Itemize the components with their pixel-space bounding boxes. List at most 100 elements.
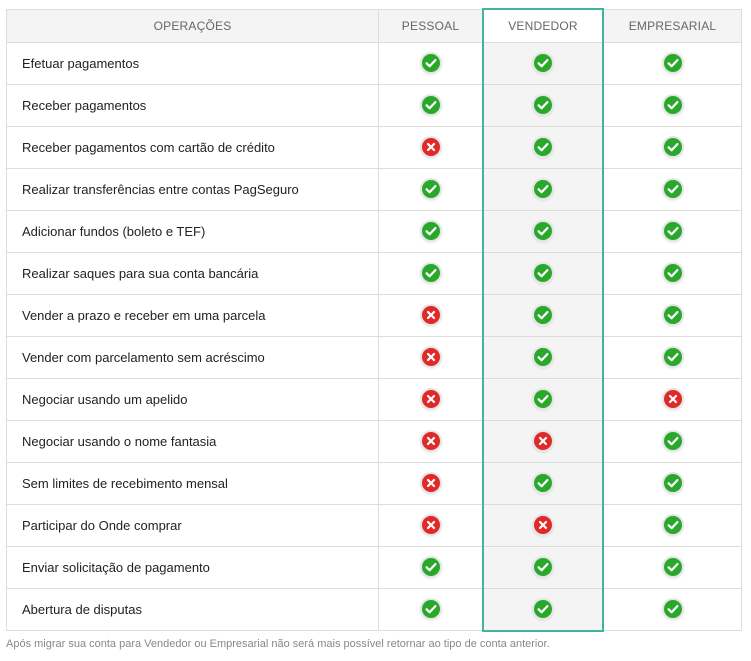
table-row: Negociar usando um apelido — [6, 378, 742, 421]
cell-vendedor — [482, 378, 604, 421]
check-icon — [663, 96, 682, 115]
cell-pessoal — [378, 588, 483, 631]
check-icon — [534, 222, 552, 241]
check-icon — [534, 474, 552, 493]
check-icon — [421, 558, 440, 577]
check-icon — [534, 306, 552, 325]
cell-empresarial — [603, 336, 742, 379]
table-row: Realizar saques para sua conta bancária — [6, 252, 742, 295]
table-row: Participar do Onde comprar — [6, 504, 742, 547]
cell-empresarial — [603, 42, 742, 85]
cell-vendedor — [482, 252, 604, 295]
table-row: Adicionar fundos (boleto e TEF) — [6, 210, 742, 253]
cell-vendedor — [482, 126, 604, 169]
cell-vendedor — [482, 210, 604, 253]
cell-empresarial — [603, 546, 742, 589]
cell-empresarial — [603, 168, 742, 211]
check-icon — [663, 348, 682, 367]
cell-pessoal — [378, 168, 483, 211]
table-row: Abertura de disputas — [6, 588, 742, 631]
cell-empresarial — [603, 84, 742, 127]
check-icon — [534, 558, 552, 577]
operation-label: Sem limites de recebimento mensal — [6, 462, 379, 505]
table-row: Vender com parcelamento sem acréscimo — [6, 336, 742, 379]
check-icon — [663, 558, 682, 577]
table-row: Realizar transferências entre contas Pag… — [6, 168, 742, 211]
table-body: Efetuar pagamentos Receber pagamentos Rece… — [6, 42, 742, 631]
operation-label: Efetuar pagamentos — [6, 42, 379, 85]
check-icon — [534, 348, 552, 367]
check-icon — [663, 222, 682, 241]
check-icon — [663, 138, 682, 157]
cell-pessoal — [378, 42, 483, 85]
cell-pessoal — [378, 462, 483, 505]
check-icon — [421, 222, 440, 241]
check-icon — [663, 474, 682, 493]
operation-label: Vender com parcelamento sem acréscimo — [6, 336, 379, 379]
check-icon — [663, 180, 682, 199]
table-header-row: OPERAÇÕES PESSOAL VENDEDOR EMPRESARIAL — [6, 9, 742, 43]
cross-icon — [663, 390, 682, 409]
table-row: Receber pagamentos — [6, 84, 742, 127]
header-business: EMPRESARIAL — [603, 9, 742, 43]
header-operations: OPERAÇÕES — [6, 9, 379, 43]
check-icon — [663, 432, 682, 451]
check-icon — [421, 96, 440, 115]
cross-icon — [421, 348, 440, 367]
cell-empresarial — [603, 378, 742, 421]
operation-label: Receber pagamentos com cartão de crédito — [6, 126, 379, 169]
table-row: Negociar usando o nome fantasia — [6, 420, 742, 463]
table-row: Sem limites de recebimento mensal — [6, 462, 742, 505]
cross-icon — [421, 138, 440, 157]
cell-empresarial — [603, 462, 742, 505]
cell-vendedor — [482, 336, 604, 379]
operation-label: Negociar usando o nome fantasia — [6, 420, 379, 463]
cell-pessoal — [378, 420, 483, 463]
check-icon — [421, 180, 440, 199]
cross-icon — [421, 306, 440, 325]
cell-pessoal — [378, 252, 483, 295]
cell-vendedor — [482, 168, 604, 211]
check-icon — [421, 54, 440, 73]
operation-label: Vender a prazo e receber em uma parcela — [6, 294, 379, 337]
cross-icon — [421, 516, 440, 535]
check-icon — [421, 600, 440, 619]
operation-label: Adicionar fundos (boleto e TEF) — [6, 210, 379, 253]
operation-label: Enviar solicitação de pagamento — [6, 546, 379, 589]
cell-empresarial — [603, 294, 742, 337]
cell-pessoal — [378, 546, 483, 589]
cell-empresarial — [603, 210, 742, 253]
footnote: Após migrar sua conta para Vendedor ou E… — [6, 638, 550, 650]
comparison-table: OPERAÇÕES PESSOAL VENDEDOR EMPRESARIAL E… — [6, 9, 742, 631]
cell-pessoal — [378, 504, 483, 547]
cell-empresarial — [603, 420, 742, 463]
check-icon — [663, 306, 682, 325]
cell-empresarial — [603, 588, 742, 631]
cross-icon — [534, 432, 552, 451]
operation-label: Negociar usando um apelido — [6, 378, 379, 421]
cell-empresarial — [603, 126, 742, 169]
check-icon — [534, 180, 552, 199]
check-icon — [534, 264, 552, 283]
check-icon — [421, 264, 440, 283]
check-icon — [663, 600, 682, 619]
cross-icon — [421, 432, 440, 451]
check-icon — [534, 600, 552, 619]
cell-empresarial — [603, 504, 742, 547]
check-icon — [663, 516, 682, 535]
cell-pessoal — [378, 210, 483, 253]
cell-pessoal — [378, 294, 483, 337]
cell-pessoal — [378, 336, 483, 379]
operation-label: Receber pagamentos — [6, 84, 379, 127]
cell-vendedor — [482, 462, 604, 505]
cell-vendedor — [482, 546, 604, 589]
header-seller: VENDEDOR — [482, 9, 604, 43]
cell-empresarial — [603, 252, 742, 295]
table-row: Vender a prazo e receber em uma parcela — [6, 294, 742, 337]
check-icon — [663, 264, 682, 283]
cell-pessoal — [378, 84, 483, 127]
cross-icon — [421, 390, 440, 409]
cell-vendedor — [482, 504, 604, 547]
operation-label: Abertura de disputas — [6, 588, 379, 631]
